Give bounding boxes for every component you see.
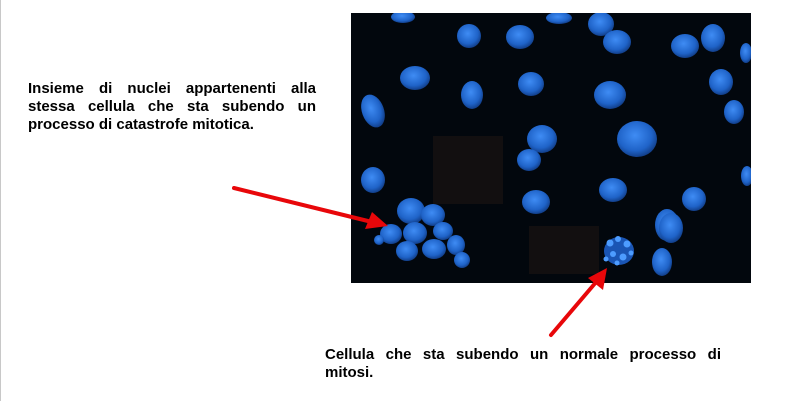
nucleus-fragment xyxy=(422,239,446,259)
nucleus-fragment xyxy=(403,222,427,244)
page-left-border xyxy=(0,0,1,401)
nucleus-fragment xyxy=(396,241,418,261)
nucleus-fragment xyxy=(454,252,470,268)
nucleus-fragment xyxy=(374,235,384,245)
arrow-to-catastrophe xyxy=(232,186,388,229)
nucleus xyxy=(594,81,626,109)
nucleus xyxy=(506,25,534,49)
redaction-box xyxy=(433,136,503,204)
nucleus xyxy=(361,167,385,193)
caption-mitotic-catastrophe: Insieme di nuclei appartenenti alla stes… xyxy=(28,80,316,133)
nucleus xyxy=(617,121,657,157)
chromosome xyxy=(606,239,614,247)
fluorescence-micrograph xyxy=(351,13,751,283)
nucleus xyxy=(740,43,751,63)
nucleus-fragment xyxy=(380,224,402,244)
nucleus xyxy=(652,248,672,276)
nuclei-group xyxy=(361,13,751,276)
chromosome xyxy=(603,256,609,262)
nucleus xyxy=(461,81,483,109)
redaction-box xyxy=(529,226,599,274)
nucleus-fragment xyxy=(421,204,445,226)
nucleus xyxy=(603,30,631,54)
chromosome xyxy=(619,253,627,261)
nucleus xyxy=(522,190,550,214)
arrow-to-mitosis xyxy=(549,268,607,337)
nucleus xyxy=(588,13,614,36)
nucleus xyxy=(741,166,751,186)
chromosome xyxy=(614,260,620,266)
nucleus-fragment xyxy=(433,222,453,240)
chromosome xyxy=(628,250,634,256)
nucleus xyxy=(599,178,627,202)
chromosome xyxy=(610,251,616,257)
nucleus xyxy=(682,187,706,211)
nucleus xyxy=(709,69,733,95)
nucleus xyxy=(517,149,541,171)
nucleus xyxy=(671,34,699,58)
nucleus xyxy=(527,125,557,153)
nucleus xyxy=(400,66,430,90)
nucleus-fragment xyxy=(397,198,425,224)
mitotic-catastrophe-cluster xyxy=(374,198,470,268)
nucleus xyxy=(391,13,415,23)
nucleus xyxy=(724,100,744,124)
nucleus xyxy=(457,24,481,48)
caption-normal-mitosis: Cellula che sta subendo un normale proce… xyxy=(325,346,721,381)
nucleus xyxy=(546,13,572,24)
nucleus xyxy=(361,94,385,128)
chromosome xyxy=(623,240,631,248)
nucleus xyxy=(518,72,544,96)
chromosome xyxy=(615,236,621,242)
nucleus xyxy=(701,24,725,52)
mitotic-cell xyxy=(603,236,634,266)
nucleus xyxy=(659,213,683,243)
nucleus-fragment xyxy=(447,235,465,255)
